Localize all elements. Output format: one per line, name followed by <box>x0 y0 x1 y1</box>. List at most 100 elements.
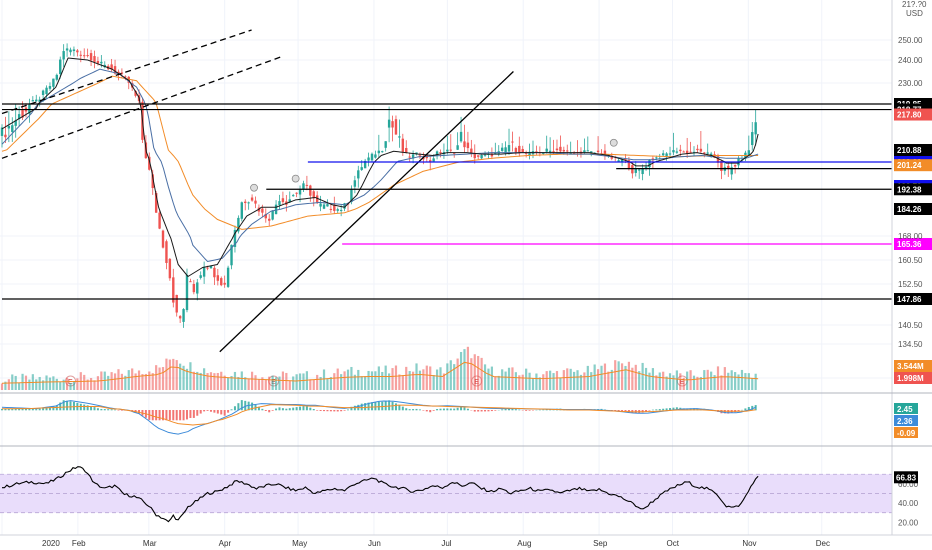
volume-bar <box>55 378 58 390</box>
macd-histogram-bar <box>172 410 175 421</box>
macd-histogram-bar <box>364 403 367 411</box>
price-tag: 201.24 <box>894 159 932 172</box>
volume-bar <box>268 376 271 390</box>
price-axis[interactable]: 219.85218.77217.8001:05:28210.88202.3920… <box>891 0 932 535</box>
time-axis[interactable]: 2020 Feb Mar Apr May Jun Jul Aug Sep Oct Nov Dec <box>0 534 932 548</box>
macd-histogram-bar <box>477 410 480 412</box>
macd-histogram-bar <box>405 408 408 411</box>
volume-bar <box>209 372 213 390</box>
volume-bar <box>658 372 661 390</box>
month-tick-label: Mar <box>143 539 157 548</box>
candle-body <box>545 148 548 152</box>
volume-bar <box>346 369 350 390</box>
rsi-pane[interactable] <box>0 466 892 523</box>
macd-histogram-bar <box>278 407 281 411</box>
candle-body <box>151 174 154 189</box>
volume-bar <box>271 375 274 390</box>
macd-histogram-bar <box>162 410 165 421</box>
volume-bar <box>292 376 295 390</box>
macd-pane[interactable] <box>1 400 757 435</box>
volume-bar <box>487 368 490 390</box>
price-tag-background <box>894 108 932 121</box>
volume-bar <box>7 379 10 390</box>
volume-bar <box>703 370 706 390</box>
candle-body <box>620 159 624 162</box>
volume-bar <box>696 376 699 390</box>
macd-histogram-bar <box>83 404 86 411</box>
macd-histogram-bar <box>422 410 425 411</box>
volume-bar <box>535 373 538 390</box>
volume-bar <box>435 369 439 390</box>
macd-tag: -0.09 <box>894 427 918 438</box>
macd-histogram-bar <box>367 402 370 411</box>
macd-histogram-bar <box>196 410 199 416</box>
volume-bar <box>319 377 322 390</box>
volume-bar <box>490 366 493 390</box>
macd-histogram-bar <box>412 409 415 411</box>
macd-histogram-bar <box>480 410 483 412</box>
currency-label: USD <box>906 9 923 18</box>
volume-bar <box>429 366 432 390</box>
volume-bar <box>261 377 264 390</box>
macd-histogram-bar <box>305 406 308 411</box>
candle-body <box>76 50 79 53</box>
candle-body <box>268 218 271 221</box>
macd-histogram-bar <box>233 406 236 411</box>
earnings-marker: E <box>471 375 483 387</box>
candle-body <box>312 191 315 199</box>
candle-body <box>319 203 322 207</box>
volume-bar <box>233 371 237 390</box>
price-tag-text: 147.86 <box>897 295 922 304</box>
volume-bar <box>250 371 254 390</box>
volume-bar <box>432 375 435 390</box>
candle-body <box>449 149 452 151</box>
macd-histogram-bar <box>401 406 404 411</box>
candle-body <box>456 145 459 150</box>
volume-bar <box>734 372 737 390</box>
candle-body <box>244 201 247 204</box>
candle-body <box>528 151 531 156</box>
volume-bar <box>408 371 411 390</box>
candle-body <box>59 59 62 75</box>
volume-bar <box>247 378 250 390</box>
volume-bar <box>340 374 343 390</box>
volume-bar <box>302 373 305 390</box>
price-pane[interactable]: EEEE <box>0 29 892 387</box>
candle-body <box>185 274 189 311</box>
volume-bar <box>614 360 617 390</box>
volume-bar <box>131 368 134 390</box>
candle-body <box>521 148 524 153</box>
volume-bar <box>586 365 589 390</box>
macd-histogram-bar <box>285 408 288 411</box>
macd-histogram-bar <box>723 410 726 414</box>
candle-body <box>223 282 226 285</box>
price-tick-label: 160.50 <box>898 256 923 265</box>
volume-bar <box>227 377 230 390</box>
candle-body <box>38 99 41 102</box>
candle-body <box>466 142 470 149</box>
candle-body <box>644 166 648 169</box>
candle-body <box>535 151 538 153</box>
candle-body <box>754 122 757 135</box>
earnings-marker: E <box>676 375 688 387</box>
volume-bar <box>223 375 226 390</box>
price-tick-label: 134.50 <box>898 340 923 349</box>
macd-histogram-bar <box>209 410 212 412</box>
macd-histogram-bar <box>744 408 747 411</box>
macd-tag-background <box>894 415 918 426</box>
candle-body <box>302 183 305 190</box>
macd-histogram-bar <box>151 410 154 421</box>
macd-histogram-bar <box>490 410 493 412</box>
candle-body <box>679 149 682 152</box>
rsi-value-tag: 66.83 <box>894 471 918 484</box>
macd-histogram-bar <box>199 410 202 414</box>
volume-bar <box>52 376 55 390</box>
macd-histogram-bar <box>240 400 243 411</box>
candle-body <box>48 86 52 89</box>
macd-histogram-bar <box>110 409 113 411</box>
pane-dividers[interactable] <box>0 392 932 447</box>
candle-body <box>524 152 528 154</box>
volume-bar <box>600 365 603 390</box>
volume-bar <box>185 368 189 390</box>
